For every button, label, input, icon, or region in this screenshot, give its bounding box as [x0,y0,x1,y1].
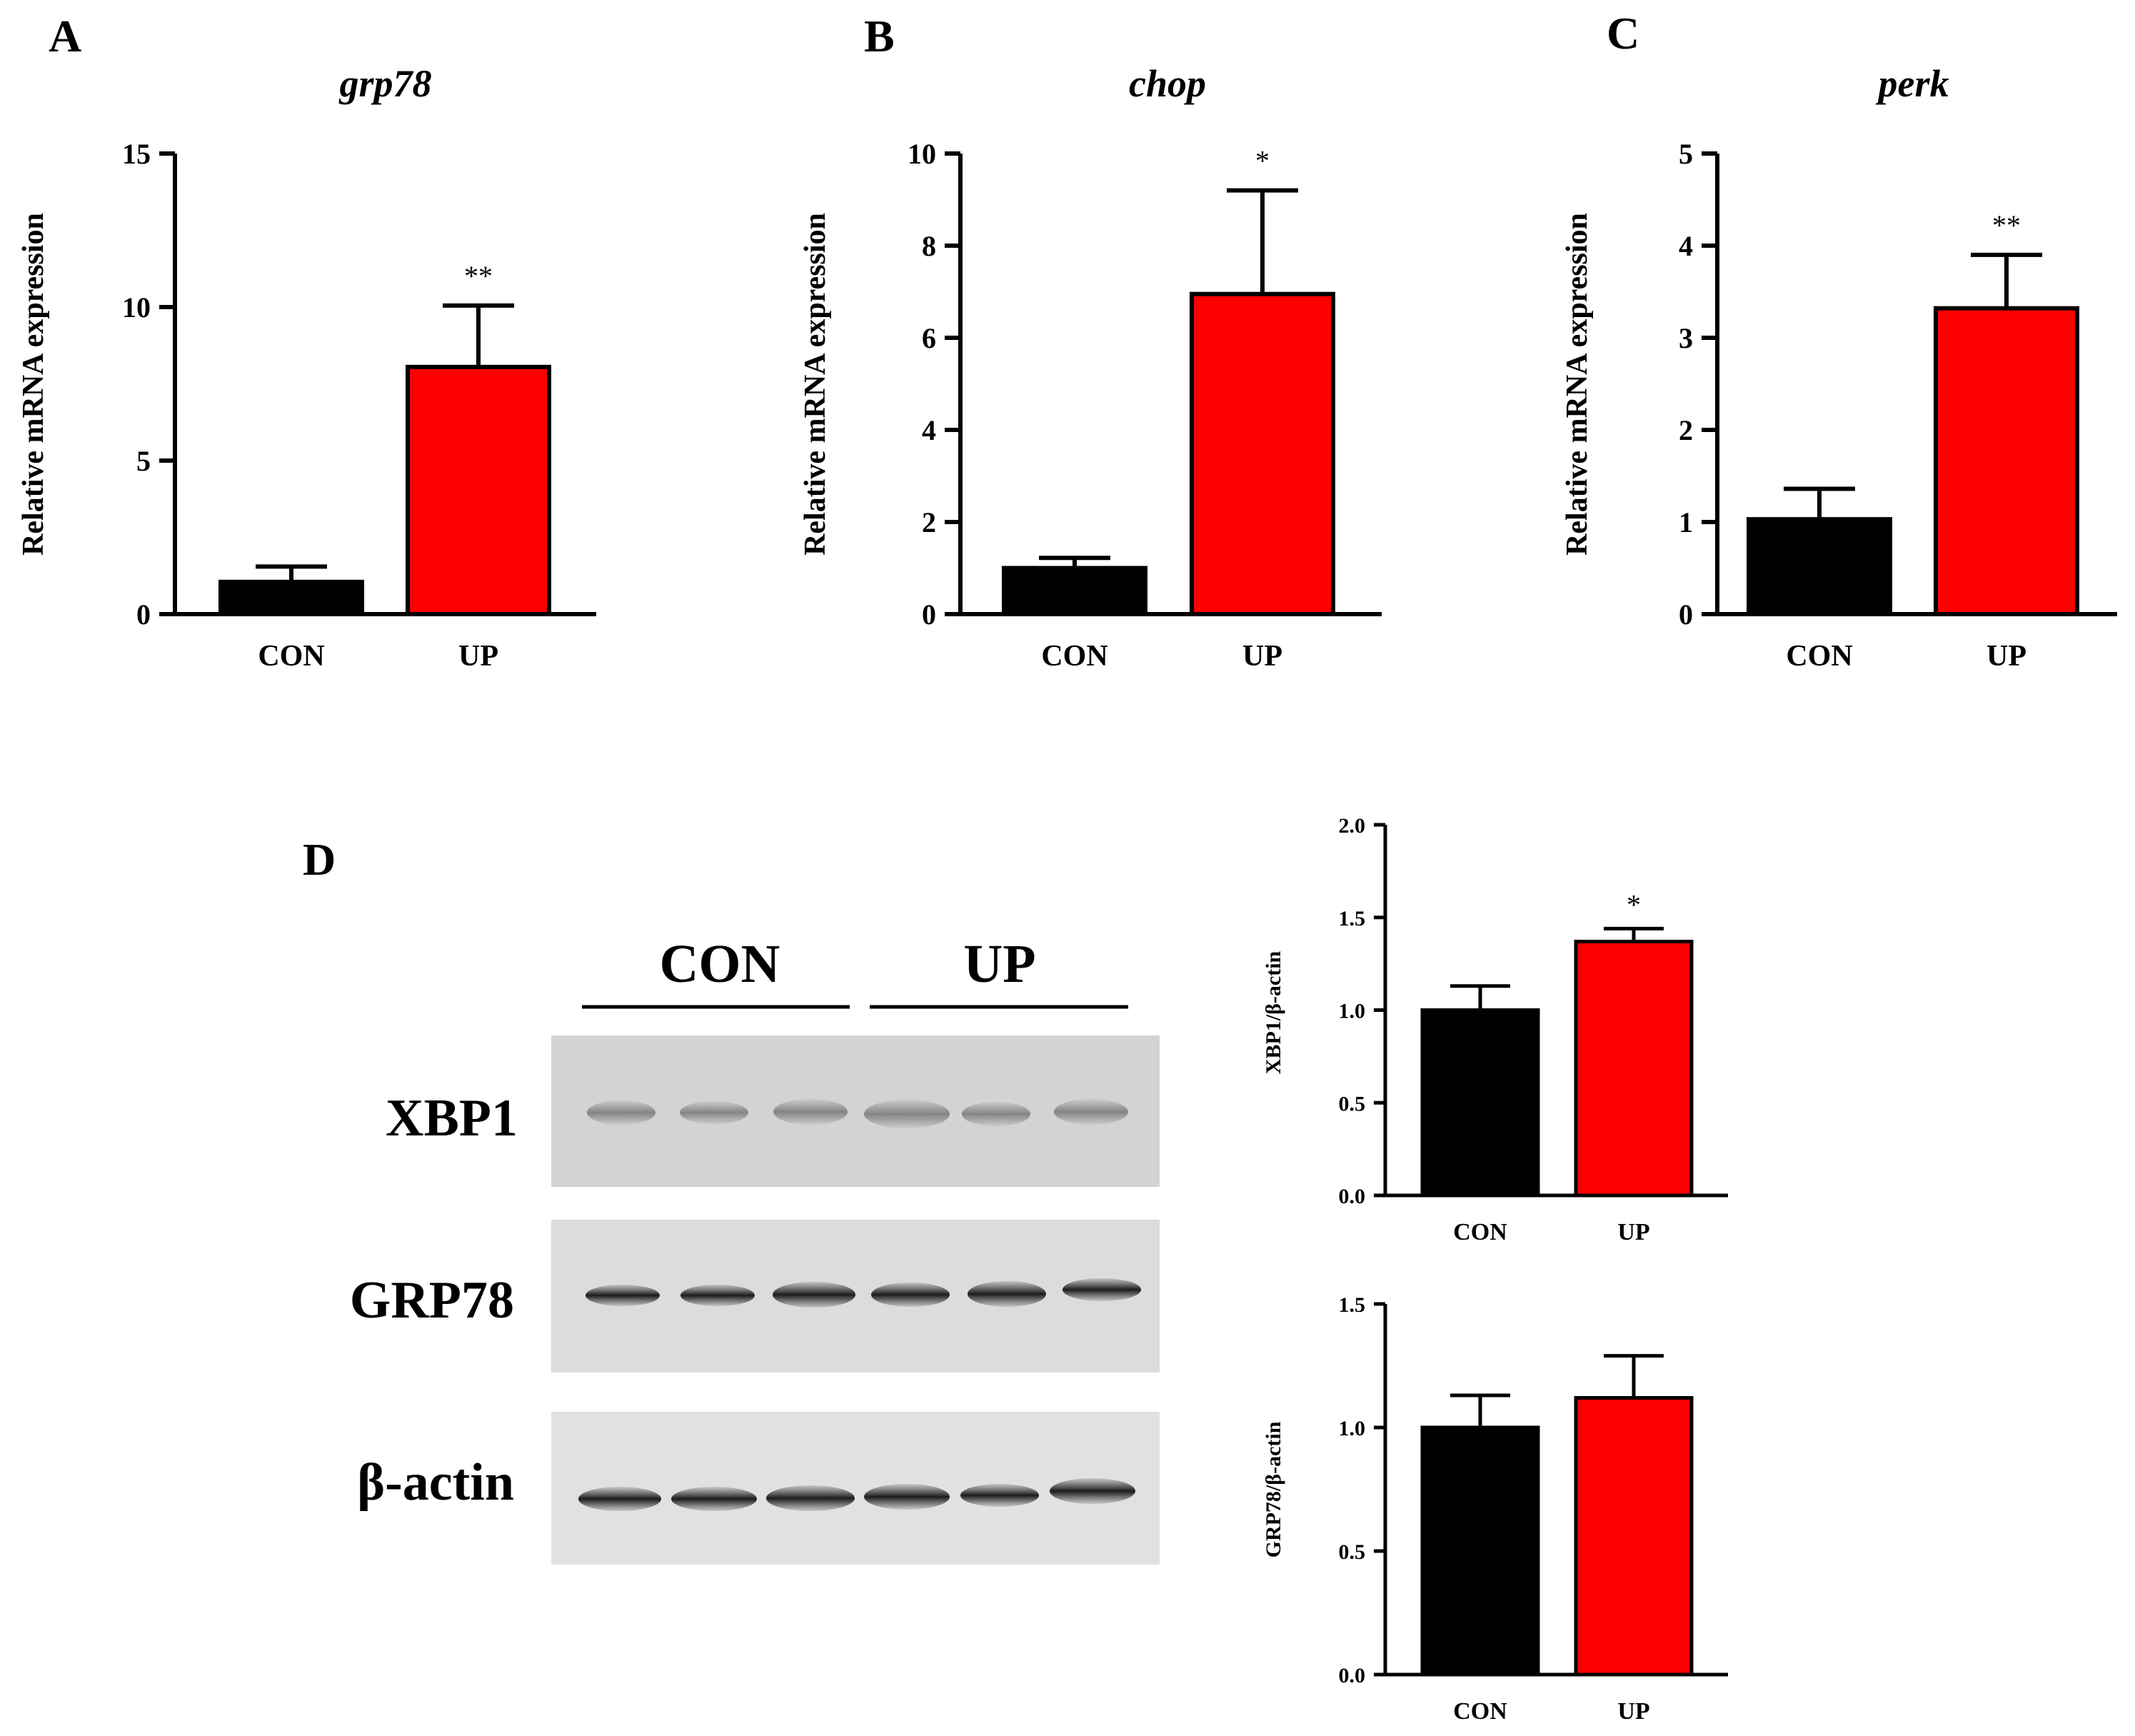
y-tick-label: 5 [136,445,151,477]
blot-band [960,1484,1039,1507]
y-tick-label: 6 [922,322,936,354]
y-tick-label: 0.0 [1339,1664,1366,1687]
blot-band [773,1282,855,1308]
y-tick-label: 2 [1679,414,1693,446]
y-tick-label: 4 [1679,230,1693,262]
chart-title: chop [1129,62,1206,105]
significance-mark: * [1627,888,1641,920]
y-axis-label: XBP1/β-actin [1262,950,1285,1074]
chart-perk: perk Relative mRNA expression CON UP ** 0 1 2 3 4… [1561,62,2117,673]
chart-title: grp78 [338,62,431,105]
blot-band [864,1484,950,1510]
y-tick-label: 10 [122,291,151,323]
bar-con [1747,517,1892,616]
blot-band [586,1285,660,1306]
y-tick-label: 10 [908,138,936,170]
blot-label-beta-actin: β-actin [357,1453,514,1512]
y-axis-label: GRP78/β-actin [1262,1421,1285,1557]
panel-letter-d: D [303,834,336,885]
blot-band [680,1285,755,1306]
panel-letter-b: B [864,11,895,61]
bar-con [218,579,364,616]
y-axis-label: Relative mRNA expression [799,213,832,556]
y-tick-label: 1.0 [1339,1417,1366,1440]
blot-band [968,1281,1046,1307]
category-label: CON [1786,640,1852,673]
y-tick-label: 1.5 [1339,1293,1366,1317]
category-label: CON [1453,1698,1507,1725]
category-label: UP [1242,640,1282,673]
y-tick-label: 1 [1679,506,1693,538]
blot-band [680,1101,748,1124]
blot-band [578,1487,661,1511]
y-tick-label: 0 [136,598,151,631]
bar-up [1934,306,2079,616]
blot-label-xbp1: XBP1 [386,1089,518,1148]
bar-con [1420,1425,1540,1677]
y-tick-label: 0.5 [1339,1092,1366,1115]
blot-band [864,1100,950,1128]
blot-group-up: UP [963,934,1035,994]
blot-band [773,1099,848,1125]
y-tick-label: 15 [122,138,151,170]
blot-band [1063,1278,1141,1301]
significance-mark: ** [1992,209,2021,241]
chart-xbp1-ratio: XBP1/β-actin CON UP * 0.0 0.5 1.0 1.5 2.0 [1262,814,1728,1245]
blot-band [587,1100,655,1125]
blot-band [1050,1478,1135,1504]
blot-label-grp78: GRP78 [350,1271,514,1330]
y-tick-label: 0 [922,598,936,631]
y-tick-label: 8 [922,230,936,262]
bar-con [1420,1008,1540,1198]
panel-letter-a: A [49,11,81,61]
category-label: UP [1986,640,2026,673]
chart-grp78-ratio: GRP78/β-actin CON UP 0.0 0.5 1.0 1.5 [1262,1293,1728,1725]
y-tick-label: 0 [1679,598,1693,631]
y-tick-label: 1.5 [1339,907,1366,930]
blot-group-con: CON [660,934,780,994]
y-tick-label: 2.0 [1339,814,1366,838]
bar-up [406,364,551,616]
bar-con [1002,566,1147,616]
significance-mark: ** [464,260,493,292]
blot-band [962,1102,1030,1126]
western-blot: CON UP XBP1 GRP78 β-actin [350,934,1160,1565]
bar-up [1574,1395,1694,1677]
category-label: CON [1041,640,1107,673]
blot-band [1054,1099,1128,1125]
chart-chop: chop Relative mRNA expression CON UP * 0 2 4 6 8 1… [799,62,1382,673]
bar-up [1190,291,1335,616]
bar-up [1574,939,1694,1198]
y-axis-label: Relative mRNA expression [17,213,50,556]
y-tick-label: 1.0 [1339,1000,1366,1023]
significance-mark: * [1255,145,1270,177]
blot-band [871,1283,950,1307]
y-tick-label: 3 [1679,322,1693,354]
y-tick-label: 2 [922,506,936,538]
y-tick-label: 0.0 [1339,1185,1366,1208]
chart-title: perk [1876,62,1949,105]
chart-grp78: grp78 Relative mRNA expression CON UP ** 0 5 10… [17,62,596,673]
blot-band [766,1485,855,1511]
category-label: UP [1617,1219,1649,1245]
category-label: CON [1453,1219,1507,1245]
y-axis-label: Relative mRNA expression [1561,213,1594,556]
y-tick-label: 0.5 [1339,1540,1366,1564]
category-label: UP [458,640,498,673]
y-tick-label: 4 [922,414,936,446]
category-label: CON [258,640,324,673]
y-tick-label: 5 [1679,138,1693,170]
panel-letter-c: C [1607,8,1639,59]
category-label: UP [1617,1698,1649,1725]
blot-band [671,1487,757,1511]
